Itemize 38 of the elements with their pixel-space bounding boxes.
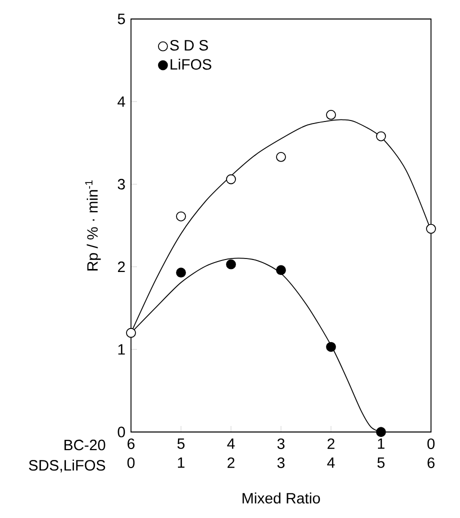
x2-tick-label: 1 [378, 438, 384, 449]
point [376, 427, 386, 437]
point [176, 268, 186, 278]
y-tick-label: 3 [118, 178, 125, 190]
x-tick-label: 6 [428, 457, 435, 468]
point [326, 110, 336, 120]
x2-tick-label: 3 [277, 438, 285, 450]
point [426, 224, 436, 234]
x-tick-label: 4 [327, 457, 335, 468]
point [276, 152, 286, 162]
x2-tick-label: 5 [177, 438, 185, 449]
text: SDS,LiFOS [28, 460, 106, 472]
y-tick-label: 4 [118, 96, 126, 107]
point [176, 211, 186, 222]
x-tick-label: 1 [178, 457, 184, 468]
point [226, 174, 236, 184]
x2-tick-label: 4 [227, 438, 235, 449]
x-tick-label: 3 [277, 457, 285, 468]
x-tick-label: 5 [377, 457, 385, 468]
point [326, 342, 336, 352]
y-tick-label: 5 [118, 14, 125, 24]
y-axis-title: Rp / % · min$^{-1}$ [85, 180, 101, 270]
y-tick-label: 1 [118, 344, 125, 355]
point [276, 265, 286, 276]
x2-tick-label: 6 [128, 438, 135, 450]
x2-tick-label: 2 [328, 438, 334, 449]
y-tick-label: 2 [118, 262, 125, 272]
x2-tick-label: 0 [427, 438, 435, 450]
point [126, 328, 136, 338]
point [226, 259, 236, 270]
legend-label: S D S [170, 40, 208, 51]
x-tick-label: 2 [228, 457, 234, 468]
x-axis-title: Mixed Ratio [242, 492, 320, 504]
legend-label: LiFOS [170, 58, 212, 70]
y-tick-label: 0 [118, 426, 125, 438]
x-tick-label: 0 [127, 457, 135, 468]
x2-axis-title: BC-20 [64, 440, 106, 450]
point [376, 131, 386, 142]
